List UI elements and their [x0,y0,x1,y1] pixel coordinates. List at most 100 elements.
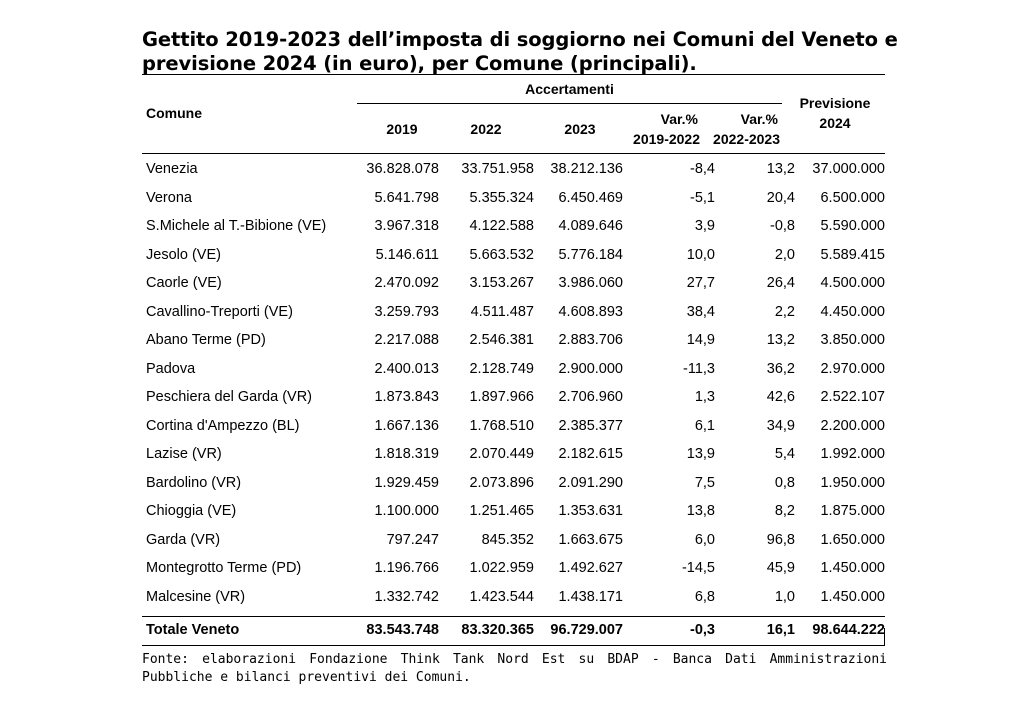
cell-previsione-2024: 1.450.000 [820,560,885,577]
header-accertamenti: Accertamenti [525,81,614,97]
cell-2019: 1.667.136 [374,417,439,434]
cell-var-2022-2023: 96,8 [766,531,795,548]
cell-2022: 1.897.966 [469,389,534,406]
cell-previsione-2024: 2.200.000 [820,417,885,434]
header-var2-line1: Var.% [740,111,778,127]
cell-comune: Garda (VR) [146,531,221,548]
cell-comune: Verona [146,189,192,206]
cell-var-2019-2022: 1,3 [694,389,715,406]
header-2023: 2023 [564,121,596,137]
top-rule [142,74,885,75]
cell-2022: 1.022.959 [469,560,534,577]
cell-var-2022-2023: 42,6 [766,389,795,406]
cell-2022: 2.073.896 [469,474,534,491]
cell-comune: Bardolino (VR) [146,474,242,491]
cell-var-2019-2022: 6,1 [694,417,715,434]
table-title: Gettito 2019-2023 dell’imposta di soggio… [142,28,898,76]
cell-2023: 1.438.171 [558,588,623,605]
cell-2023: 5.776.184 [558,246,623,263]
cell-2022: 5.355.324 [469,189,534,206]
header-2022: 2022 [470,121,502,137]
total-right-tick [884,628,885,645]
cell-var-2022-2023: 2,0 [774,246,795,263]
cell-previsione-2024: 37.000.000 [812,161,885,178]
header-var2-line2: 2022-2023 [713,131,780,147]
cell-previsione-2024: 5.589.415 [820,246,885,263]
header-2019: 2019 [386,121,418,137]
cell-2023: 2.091.290 [558,474,623,491]
cell-2019: 1.929.459 [374,474,439,491]
cell-var-2022-2023: -0,8 [770,218,795,235]
cell-var-2019-2022: 10,0 [686,246,715,263]
total-var2: 16,1 [766,622,795,638]
cell-2019: 5.146.611 [375,246,439,263]
cell-2019: 797.247 [386,531,439,548]
cell-var-2022-2023: 1,0 [774,588,795,605]
cell-2023: 2.385.377 [558,417,623,434]
cell-var-2022-2023: 0,8 [774,474,795,491]
cell-comune: Cavallino-Treporti (VE) [146,303,293,320]
header-previsione-line1: Previsione [799,95,871,111]
cell-comune: Lazise (VR) [146,446,222,463]
cell-previsione-2024: 6.500.000 [820,189,885,206]
cell-comune: Chioggia (VE) [146,503,237,520]
cell-var-2019-2022: 6,0 [694,531,715,548]
table-row: Abano Terme (PD) 2.217.088 2.546.381 2.883.… [142,326,885,355]
cell-2022: 1.423.544 [469,588,534,605]
table-row: Chioggia (VE) 1.100.000 1.251.465 1.353.631… [142,497,885,526]
cell-2022: 1.768.510 [469,417,534,434]
cell-previsione-2024: 1.950.000 [820,474,885,491]
cell-previsione-2024: 1.650.000 [820,531,885,548]
cell-comune: Jesolo (VE) [146,246,221,263]
cell-var-2022-2023: 2,2 [774,303,795,320]
total-2022: 83.320.365 [461,622,534,638]
cell-2023: 3.986.060 [558,275,623,292]
cell-var-2019-2022: -14,5 [681,560,715,577]
cell-var-2019-2022: 3,9 [694,218,715,235]
title-line-2: previsione 2024 (in euro), per Comune (p… [142,52,697,75]
cell-comune: Caorle (VE) [146,275,222,292]
total-2019: 83.543.748 [366,622,439,638]
cell-2023: 6.450.469 [558,189,623,206]
cell-var-2019-2022: 38,4 [686,303,715,320]
cell-previsione-2024: 2.522.107 [820,389,885,406]
total-previsione: 98.644.222 [812,622,885,638]
cell-previsione-2024: 4.450.000 [820,303,885,320]
cell-var-2022-2023: 13,2 [766,161,795,178]
cell-var-2022-2023: 45,9 [766,560,795,577]
cell-previsione-2024: 1.992.000 [820,446,885,463]
cell-2022: 4.122.588 [469,218,534,235]
table-row: Cortina d'Ampezzo (BL) 1.667.136 1.768.510… [142,412,885,441]
cell-var-2019-2022: -5,1 [690,189,715,206]
cell-comune: Venezia [146,161,198,178]
cell-2022: 2.070.449 [469,446,534,463]
cell-var-2022-2023: 8,2 [774,503,795,520]
cell-2023: 1.492.627 [558,560,623,577]
cell-2022: 3.153.267 [469,275,534,292]
total-table: Totale Veneto 83.543.748 83.320.365 96.7… [142,616,885,644]
header-comune: Comune [146,105,202,121]
cell-2019: 1.332.742 [374,588,439,605]
cell-2019: 3.259.793 [374,303,439,320]
cell-var-2022-2023: 20,4 [766,189,795,206]
cell-var-2022-2023: 5,4 [774,446,795,463]
cell-var-2019-2022: 6,8 [694,588,715,605]
table-row: Bardolino (VR) 1.929.459 2.073.896 2.091.29… [142,469,885,498]
cell-previsione-2024: 1.875.000 [820,503,885,520]
table-row: Caorle (VE) 2.470.092 3.153.267 3.986.060 27… [142,269,885,298]
cell-previsione-2024: 5.590.000 [820,218,885,235]
cell-2019: 5.641.798 [374,189,439,206]
cell-2023: 4.608.893 [558,303,623,320]
total-row: Totale Veneto 83.543.748 83.320.365 96.7… [142,616,885,644]
cell-2019: 2.470.092 [374,275,439,292]
cell-2019: 1.196.766 [374,560,439,577]
cell-var-2019-2022: 14,9 [686,332,715,349]
total-var1: -0,3 [690,622,715,638]
header-bottom-rule [142,153,885,154]
cell-2019: 1.818.319 [374,446,439,463]
title-line-1: Gettito 2019-2023 dell’imposta di soggio… [142,28,898,51]
cell-2022: 2.546.381 [469,332,534,349]
cell-2023: 38.212.136 [550,161,623,178]
cell-var-2019-2022: 7,5 [694,474,715,491]
cell-comune: Cortina d'Ampezzo (BL) [146,417,300,434]
